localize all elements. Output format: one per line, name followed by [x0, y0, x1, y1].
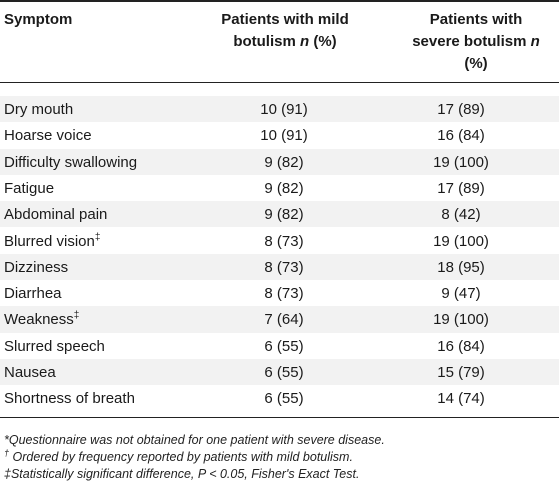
- header-severe: Patients with severe botulism n (%): [412, 11, 540, 72]
- severe-value-cell: 19 (100): [433, 153, 489, 171]
- mild-value-cell: 10 (91): [260, 101, 308, 118]
- footnote-2: † Ordered by frequency reported by patie…: [4, 447, 353, 464]
- table-footnotes: *Questionnaire was not obtained for one …: [4, 432, 556, 483]
- table-row: Shortness of breath 6 (55) 14 (74): [0, 385, 559, 411]
- symptom-cell: Weakness‡: [4, 310, 80, 329]
- table-row: Dizziness 8 (73) 18 (95): [0, 253, 559, 281]
- mild-value-cell: 10 (91): [260, 127, 308, 145]
- severe-value-cell: 9 (47): [441, 285, 481, 303]
- table-row: Nausea 6 (55) 15 (79): [0, 359, 559, 386]
- table-row: Hoarse voice 10 (91) 16 (84): [0, 122, 559, 148]
- table-header: Symptom Patients with mild botulism n (%…: [0, 0, 559, 80]
- severe-value-cell: 17 (89): [437, 179, 485, 197]
- symptom-cell: Dizziness: [4, 258, 69, 276]
- severe-value-cell: 19 (100): [433, 232, 489, 250]
- severe-value-cell: 16 (84): [437, 127, 485, 145]
- mild-value-cell: 8 (73): [264, 285, 304, 303]
- header-mild: Patients with mild botulism n (%): [221, 11, 349, 50]
- table-row: Diarrhea 8 (73) 9 (47): [0, 280, 559, 306]
- severe-value-cell: 14 (74): [437, 390, 485, 408]
- symptom-cell: Abdominal pain: [4, 206, 108, 224]
- table-row: Fatigue 9 (82) 17 (89): [0, 175, 559, 201]
- table-row: Difficulty swallowing 9 (82) 19 (100): [0, 148, 559, 175]
- table-row: Blurred vision‡ 8 (73) 19 (100): [0, 228, 559, 254]
- symptom-cell: Slurred speech: [4, 337, 105, 355]
- mild-value-cell: 9 (82): [264, 206, 304, 224]
- mild-value-cell: 8 (73): [264, 258, 304, 276]
- symptom-cell: Shortness of breath: [4, 390, 135, 408]
- table-row: Slurred speech 6 (55) 16 (84): [0, 333, 559, 359]
- table-bottom-rule: [0, 417, 559, 418]
- significance-mark: ‡: [94, 231, 101, 243]
- mild-value-cell: 6 (55): [264, 337, 304, 355]
- footnote-3: ‡Statistically significant difference, P…: [4, 467, 360, 481]
- mild-value-cell: 6 (55): [264, 364, 304, 381]
- table-row: Abdominal pain 9 (82) 8 (42): [0, 201, 559, 228]
- symptom-cell: Diarrhea: [4, 285, 62, 303]
- footnote-1: *Questionnaire was not obtained for one …: [4, 433, 385, 447]
- table-top-rule: [0, 0, 559, 2]
- symptom-cell: Nausea: [4, 364, 56, 381]
- symptom-cell: Difficulty swallowing: [4, 153, 138, 171]
- symptom-cell: Dry mouth: [4, 101, 74, 118]
- header-symptom: Symptom: [4, 11, 73, 28]
- mild-value-cell: 8 (73): [264, 232, 304, 250]
- significance-mark: ‡: [73, 310, 80, 322]
- header-rule: [0, 82, 559, 83]
- table-row: Weakness‡ 7 (64) 19 (100): [0, 306, 559, 333]
- severe-value-cell: 15 (79): [437, 364, 485, 381]
- severe-value-cell: 8 (42): [441, 206, 481, 224]
- mild-value-cell: 7 (64): [264, 311, 304, 329]
- severe-value-cell: 18 (95): [437, 258, 485, 276]
- symptom-cell: Hoarse voice: [4, 127, 92, 145]
- severe-value-cell: 19 (100): [433, 311, 489, 329]
- mild-value-cell: 9 (82): [264, 153, 304, 171]
- mild-value-cell: 6 (55): [264, 390, 304, 408]
- mild-value-cell: 9 (82): [264, 179, 304, 197]
- table-row: Dry mouth 10 (91) 17 (89): [0, 96, 559, 123]
- symptom-cell: Blurred vision‡: [4, 231, 101, 250]
- symptom-cell: Fatigue: [4, 179, 55, 197]
- severe-value-cell: 17 (89): [437, 101, 485, 118]
- severe-value-cell: 16 (84): [437, 337, 485, 355]
